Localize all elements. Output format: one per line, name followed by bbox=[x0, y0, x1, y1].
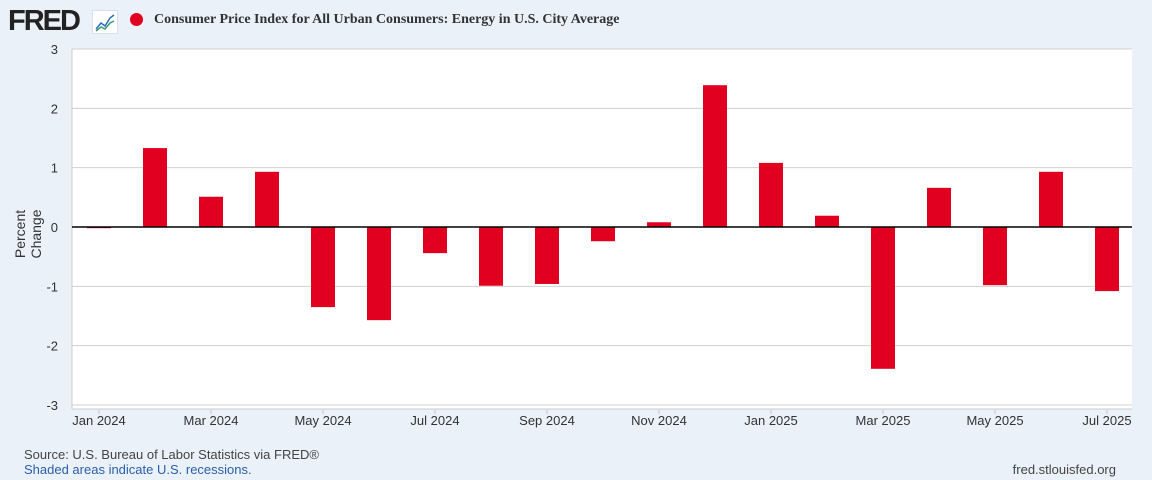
bar-2025-04 bbox=[927, 187, 951, 227]
bar-2024-08 bbox=[479, 227, 503, 286]
y-tick-label: 2 bbox=[51, 101, 58, 116]
x-tick-label: Jul 2024 bbox=[410, 413, 459, 428]
x-tick-label: Mar 2025 bbox=[856, 413, 911, 428]
source-note: Source: U.S. Bureau of Labor Statistics … bbox=[24, 447, 319, 462]
bar-2024-12 bbox=[703, 85, 727, 228]
bar-2024-10 bbox=[591, 227, 615, 242]
bar-2025-06 bbox=[1039, 171, 1063, 227]
x-tick-label: Nov 2024 bbox=[631, 413, 687, 428]
bar-2024-11 bbox=[647, 222, 671, 227]
x-tick-label: May 2024 bbox=[294, 413, 351, 428]
x-tick-label: May 2025 bbox=[966, 413, 1023, 428]
series-legend-dot bbox=[130, 13, 143, 26]
fred-logo[interactable]: FRED bbox=[8, 5, 81, 37]
bar-2025-03 bbox=[871, 227, 895, 369]
bar-2024-09 bbox=[535, 227, 559, 284]
recessions-link[interactable]: Shaded areas indicate U.S. recessions. bbox=[24, 462, 252, 477]
x-tick-label: Jan 2024 bbox=[72, 413, 126, 428]
bar-2024-03 bbox=[199, 196, 223, 227]
x-tick-label: Jan 2025 bbox=[744, 413, 798, 428]
bar-2024-06 bbox=[367, 227, 391, 321]
x-tick-label: Mar 2024 bbox=[184, 413, 239, 428]
y-tick-label: 3 bbox=[51, 42, 58, 57]
bar-2024-07 bbox=[423, 227, 447, 254]
bar-2025-05 bbox=[983, 227, 1007, 286]
y-tick-label: -1 bbox=[46, 279, 58, 294]
fred-url[interactable]: fred.stlouisfed.org bbox=[1012, 462, 1116, 477]
bar-2025-01 bbox=[759, 162, 783, 227]
y-tick-label: -2 bbox=[46, 339, 58, 354]
y-tick-label: 0 bbox=[51, 220, 58, 235]
chart-logo-icon bbox=[92, 10, 118, 34]
y-tick-label: -3 bbox=[46, 398, 58, 413]
bar-2024-02 bbox=[143, 148, 167, 227]
bar-2025-02 bbox=[815, 215, 839, 227]
bar-2024-04 bbox=[255, 171, 279, 227]
chart-title: Consumer Price Index for All Urban Consu… bbox=[154, 12, 620, 27]
bar-2024-05 bbox=[311, 227, 335, 308]
x-tick-label: Sep 2024 bbox=[519, 413, 575, 428]
x-tick-label: Jul 2025 bbox=[1082, 413, 1131, 428]
bar-2025-07 bbox=[1095, 227, 1119, 292]
y-tick-label: 1 bbox=[51, 161, 58, 176]
